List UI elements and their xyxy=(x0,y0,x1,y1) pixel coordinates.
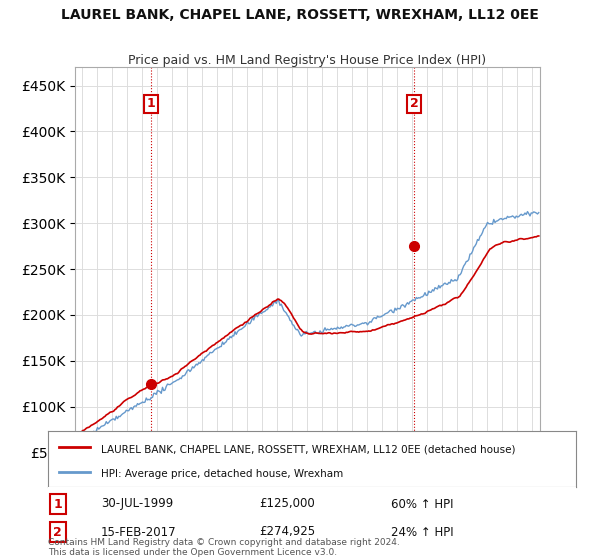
Text: 24% ↑ HPI: 24% ↑ HPI xyxy=(391,525,454,539)
Text: 30-JUL-1999: 30-JUL-1999 xyxy=(101,497,173,511)
Text: Contains HM Land Registry data © Crown copyright and database right 2024.
This d: Contains HM Land Registry data © Crown c… xyxy=(48,538,400,557)
Text: LAUREL BANK, CHAPEL LANE, ROSSETT, WREXHAM, LL12 0EE (detached house): LAUREL BANK, CHAPEL LANE, ROSSETT, WREXH… xyxy=(101,444,515,454)
Text: 2: 2 xyxy=(410,97,419,110)
Text: £274,925: £274,925 xyxy=(259,525,316,539)
Text: HPI: Average price, detached house, Wrexham: HPI: Average price, detached house, Wrex… xyxy=(101,469,343,479)
Text: 60% ↑ HPI: 60% ↑ HPI xyxy=(391,497,454,511)
Text: 1: 1 xyxy=(53,497,62,511)
Text: 2: 2 xyxy=(53,525,62,539)
Text: £125,000: £125,000 xyxy=(259,497,315,511)
Text: 1: 1 xyxy=(147,97,155,110)
Text: LAUREL BANK, CHAPEL LANE, ROSSETT, WREXHAM, LL12 0EE: LAUREL BANK, CHAPEL LANE, ROSSETT, WREXH… xyxy=(61,8,539,22)
Text: 15-FEB-2017: 15-FEB-2017 xyxy=(101,525,176,539)
Title: Price paid vs. HM Land Registry's House Price Index (HPI): Price paid vs. HM Land Registry's House … xyxy=(128,54,487,67)
